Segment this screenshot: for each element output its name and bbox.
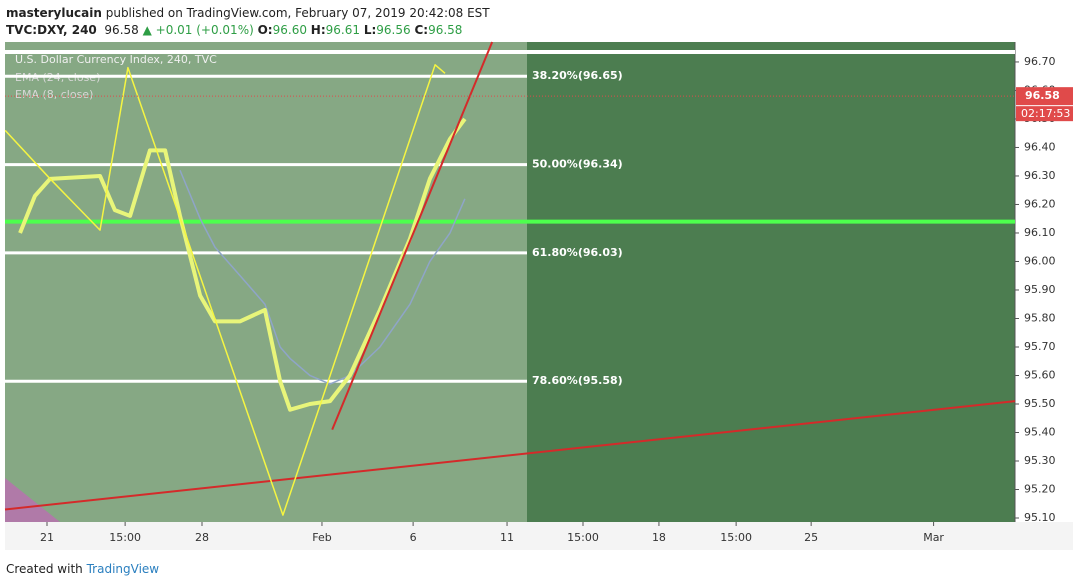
footer-text: Created with [6,562,83,576]
trendline [4,400,1016,511]
ohlc-value: 96.60 [272,23,307,37]
y-tick-label: 96.10 [1024,226,1056,239]
publisher: masterylucain [6,6,102,20]
y-tick-label: 95.80 [1024,311,1056,324]
ohlc-label: L: [363,23,377,37]
y-tick-label: 96.30 [1024,169,1056,182]
last-price-tag [1016,87,1073,106]
y-tick-label: 95.30 [1024,454,1056,467]
footer-brand: TradingView [86,562,160,576]
countdown-tag [1016,106,1073,122]
ohlc-label: H: [310,23,326,37]
y-tick-label: 95.60 [1024,368,1056,381]
y-tick-label: 95.90 [1024,283,1056,296]
ohlc-value: 96.61 [325,23,360,37]
last: 96.58 [104,23,139,37]
y-tick-label: 96.20 [1024,197,1056,210]
y-tick-label: 96.70 [1024,55,1056,68]
trendline [331,41,494,431]
x-tick-label: 15:00 [567,531,599,544]
x-tick-label: Mar [923,531,944,544]
x-tick-label: 28 [195,531,209,544]
x-tick-label: 25 [804,531,818,544]
chart: U.S. Dollar Currency Index, 240, TVC EMA… [4,41,1073,550]
price-axis-bg [1015,42,1073,522]
corner-shape [5,478,60,522]
ohlc-label: O: [257,23,273,37]
y-tick-label: 95.70 [1024,340,1056,353]
series-line [179,169,466,385]
fib-label: 38.20%(96.65) [532,69,623,82]
legend-entry: EMA (8, close) [15,88,93,101]
x-tick-label: 15:00 [720,531,752,544]
fib-label: 61.80%(96.03) [532,246,623,259]
x-tick-label: 21 [40,531,54,544]
shaded-region [5,42,527,522]
x-tick-label: 11 [500,531,514,544]
y-tick-label: 96.40 [1024,140,1056,153]
symbol-line: TVC:DXY, 240 96.58 ▲ +0.01 (+0.01%) O:96… [6,23,462,37]
time-axis-bg [5,522,1073,550]
zigzag [4,64,446,516]
change: ▲ +0.01 (+0.01%) [142,23,254,37]
published: published on TradingView.com, February 0… [105,6,490,20]
countdown-label: 02:17:53 [1021,107,1070,120]
ohlc-value: 96.56 [376,23,411,37]
ohlc: O:96.60 H:96.61 L:96.56 C:96.58 [258,23,463,37]
last-price-label: 96.58 [1025,89,1060,102]
fib-label: 78.60%(95.58) [532,374,623,387]
ohlc-label: C: [414,23,429,37]
x-tick-label: 6 [410,531,417,544]
fib-label: 50.00%(96.34) [532,158,623,171]
footer: Created with TradingView [6,562,159,576]
x-tick-label: Feb [312,531,331,544]
y-tick-label: 95.20 [1024,483,1056,496]
x-tick-label: 15:00 [109,531,141,544]
publish-line: masterylucain published on TradingView.c… [6,6,490,20]
y-tick-label: 96.00 [1024,254,1056,267]
x-tick-label: 18 [652,531,666,544]
chart-title: U.S. Dollar Currency Index, 240, TVC [15,53,217,66]
symbol: TVC:DXY, 240 [6,23,97,37]
y-tick-label: 95.10 [1024,511,1056,524]
y-tick-label: 95.40 [1024,425,1056,438]
y-tick-label: 95.50 [1024,397,1056,410]
ohlc-value: 96.58 [428,23,463,37]
series-line [18,117,467,412]
